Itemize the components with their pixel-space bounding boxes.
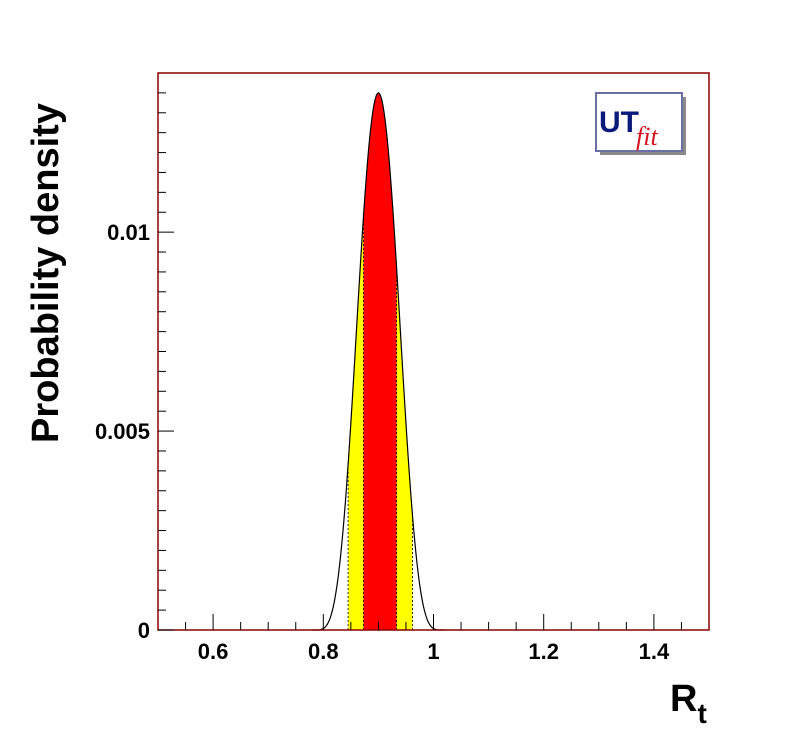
plot-frame xyxy=(157,72,710,631)
x-tick-label: 1.2 xyxy=(528,639,559,664)
logo-ut-text: UT xyxy=(599,106,639,139)
probability-regions xyxy=(347,92,413,631)
x-axis-title-subscript: t xyxy=(697,698,706,729)
y-tick-label: 0.005 xyxy=(95,419,150,444)
x-axis-title-main: R xyxy=(670,678,697,720)
y-axis-title: Probability density xyxy=(25,103,67,443)
x-tick-label: 0.6 xyxy=(198,639,229,664)
distribution-curve xyxy=(312,92,445,631)
utfit-logo: UT fit xyxy=(595,92,686,155)
y-tick-label: 0 xyxy=(138,618,150,643)
y-axis-ticks: 0 0.005 0.01 xyxy=(95,92,174,643)
x-axis-title: Rt xyxy=(670,678,707,729)
x-axis-ticks: 0.6 0.8 1 1.2 1.4 xyxy=(185,614,682,664)
x-tick-label: 0.8 xyxy=(308,639,339,664)
x-tick-label: 1 xyxy=(427,639,439,664)
y-tick-label: 0.01 xyxy=(107,220,150,245)
x-tick-label: 1.4 xyxy=(639,639,670,664)
logo-fit-text: fit xyxy=(636,122,658,151)
region-inner xyxy=(363,92,397,630)
